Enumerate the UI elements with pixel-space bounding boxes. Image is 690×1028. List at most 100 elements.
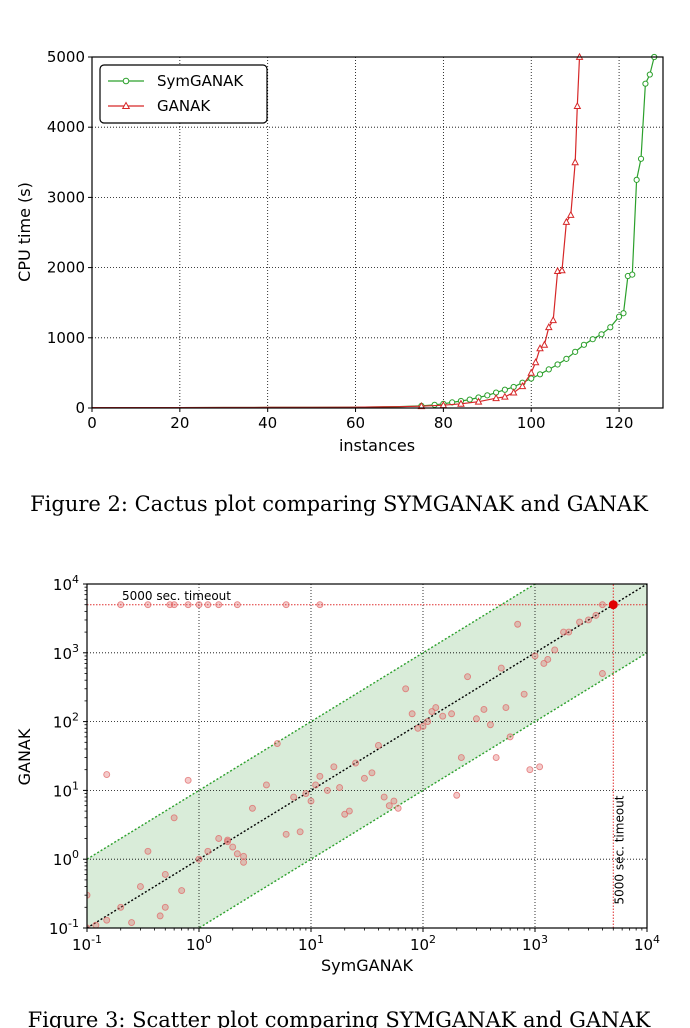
legend-marker-symganak	[122, 77, 130, 85]
timeout-point	[608, 600, 618, 610]
x-axis-label: instances	[339, 436, 415, 455]
figure-3-caption: Figure 3: Scatter plot comparing SYMGANA…	[28, 1008, 651, 1028]
data-point	[144, 601, 152, 609]
data-point	[170, 601, 178, 609]
data-point	[103, 916, 111, 924]
x-tick-label: 40	[258, 414, 277, 432]
data-point	[502, 704, 510, 712]
legend-box	[99, 64, 268, 124]
y-tick-label: 10-1	[49, 917, 79, 938]
cactus-plot: 0 20 40 60 80 100 120 0 1000 2000 3000 4000 5000 ins…	[15, 48, 664, 516]
data-point	[316, 772, 324, 780]
data-point	[229, 843, 237, 851]
legend: SymGANAK GANAK	[99, 64, 268, 124]
timeout-annotation-horizontal: 5000 sec. timeout	[122, 589, 231, 603]
data-point	[520, 690, 528, 698]
data-point	[385, 802, 393, 810]
data-point	[136, 883, 144, 891]
legend-label-ganak: GANAK	[157, 97, 211, 115]
diagonal-line	[87, 584, 647, 928]
data-point	[598, 601, 606, 609]
data-point	[620, 310, 627, 317]
data-point	[390, 797, 398, 805]
y-axis-label: CPU time (s)	[15, 182, 34, 282]
data-point	[87, 924, 91, 928]
data-point	[486, 721, 494, 729]
data-point	[560, 628, 568, 636]
data-point	[633, 176, 640, 183]
data-point	[290, 793, 298, 801]
data-point	[184, 601, 192, 609]
x-tick-label: 100	[186, 933, 212, 954]
data-point	[128, 919, 136, 927]
data-point	[330, 763, 338, 771]
data-point	[282, 830, 290, 838]
x-tick-label: 100	[517, 414, 546, 432]
data-point	[589, 336, 596, 343]
plot-frame	[91, 56, 664, 409]
x-tick-label: 60	[346, 414, 365, 432]
data-point	[184, 776, 192, 784]
data-point	[92, 921, 100, 928]
data-point	[215, 601, 223, 609]
data-point	[492, 393, 500, 402]
data-point	[598, 331, 605, 338]
data-point	[472, 715, 480, 723]
data-point	[432, 704, 440, 712]
data-point	[554, 361, 561, 368]
data-point	[536, 371, 544, 378]
tick-labels: 0 20 40 60 80 100 120 0 1000 2000 3000 4000 5000	[47, 48, 634, 432]
data-point	[514, 620, 522, 628]
data-point	[642, 80, 649, 87]
data-point	[551, 646, 559, 654]
data-point	[323, 786, 331, 794]
data-point	[312, 781, 320, 789]
x-tick-label: 20	[170, 414, 189, 432]
x-tick-label: 104	[634, 933, 660, 954]
data-point	[170, 814, 178, 822]
timeout-annotation-vertical: 5000 sec. timeout	[612, 795, 626, 904]
data-point	[576, 618, 584, 626]
data-point	[316, 601, 324, 609]
data-point	[240, 852, 248, 860]
data-point	[374, 742, 382, 749]
data-point	[394, 804, 402, 812]
data-point	[248, 804, 256, 812]
data-point	[195, 855, 203, 863]
data-point	[204, 601, 212, 609]
data-point	[273, 740, 281, 747]
data-point	[341, 810, 349, 818]
data-point	[368, 769, 376, 777]
data-point	[87, 891, 91, 899]
data-point	[492, 754, 500, 762]
data-point	[161, 903, 169, 911]
data-point	[282, 601, 290, 609]
points-group	[87, 600, 618, 928]
legend-marker-ganak	[121, 101, 131, 109]
data-point	[584, 616, 592, 624]
data-point	[572, 348, 579, 355]
data-point	[526, 766, 534, 774]
data-point	[484, 392, 491, 399]
figure-2-caption: Figure 2: Cactus plot comparing SYMGANAK…	[30, 492, 648, 516]
data-point	[607, 324, 614, 331]
y-tick-label: 5000	[47, 48, 85, 66]
data-point	[464, 673, 472, 681]
y-tick-label: 104	[53, 573, 79, 594]
data-point	[497, 664, 505, 672]
data-point	[573, 101, 582, 110]
data-point	[501, 392, 509, 400]
data-point	[540, 340, 549, 348]
data-point	[563, 355, 570, 362]
data-point	[204, 847, 212, 855]
data-point	[408, 710, 416, 718]
data-point	[417, 401, 426, 410]
y-tick-label: 100	[53, 848, 79, 869]
data-point	[302, 790, 310, 797]
data-point	[509, 388, 518, 396]
data-point	[527, 368, 536, 376]
y-tick-label: 103	[53, 642, 79, 663]
data-point	[480, 706, 488, 713]
data-point	[439, 712, 447, 720]
